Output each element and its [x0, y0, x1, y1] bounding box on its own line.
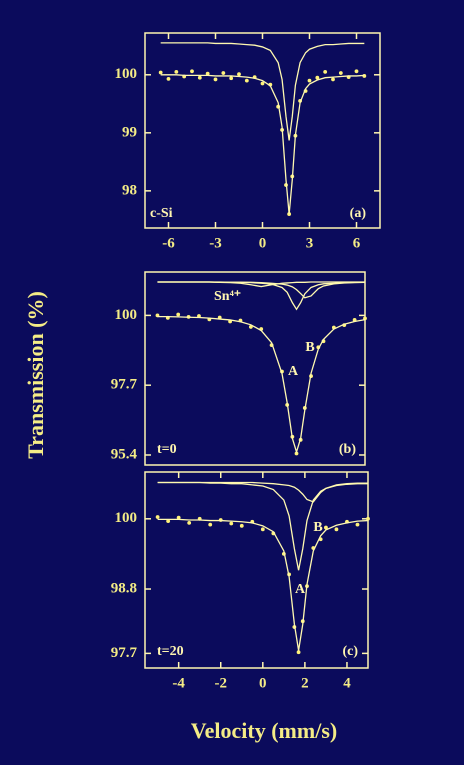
fit-line: [160, 74, 365, 215]
x-tick-label: 4: [343, 675, 351, 691]
y-tick-label: 98: [122, 182, 137, 198]
data-point: [221, 71, 226, 75]
data-point: [244, 78, 249, 83]
annotation: (a): [350, 206, 367, 221]
data-point: [323, 69, 328, 74]
x-tick-label: 0: [259, 235, 267, 251]
plot-frame: [144, 271, 366, 466]
x-axis-title: Velocity (mm/s): [191, 718, 337, 743]
annotation: B: [313, 520, 322, 535]
x-tick-label: -6: [162, 235, 175, 251]
data-point: [324, 525, 328, 530]
data-point: [237, 72, 241, 77]
data-point: [155, 515, 160, 519]
data-point: [338, 71, 343, 75]
y-tick-label: 100: [115, 66, 138, 82]
fit-line: [157, 518, 369, 651]
data-point: [355, 522, 360, 527]
data-point: [331, 77, 335, 82]
data-point: [229, 521, 234, 526]
annotation: t=0: [157, 442, 177, 457]
data-point: [229, 76, 234, 81]
annotation: (b): [339, 442, 356, 457]
x-tick-label: 0: [259, 675, 267, 691]
x-tick-label: -4: [172, 675, 185, 691]
data-point: [176, 312, 181, 317]
y-tick-label: 95.4: [111, 446, 138, 462]
annotation: A: [288, 364, 299, 379]
fit-line: [157, 315, 366, 455]
data-point: [354, 69, 359, 74]
annotation: A: [295, 582, 306, 597]
y-tick-label: 97.7: [111, 645, 138, 661]
data-point: [315, 75, 320, 80]
annotation: c-Si: [150, 206, 173, 221]
data-point: [366, 516, 370, 521]
fit-line: [157, 481, 368, 503]
x-tick-label: -2: [214, 675, 227, 691]
fit-line: [160, 42, 365, 141]
x-tick-label: 3: [306, 235, 314, 251]
x-tick-label: -3: [209, 235, 222, 251]
data-point: [176, 515, 181, 520]
data-point: [174, 69, 179, 74]
y-axis-title: Transmission (%): [23, 291, 48, 459]
y-tick-label: 100: [115, 510, 138, 526]
fit-line: [157, 281, 365, 288]
annotation: (c): [342, 644, 358, 659]
data-point: [239, 523, 244, 528]
plot-frame: [144, 471, 369, 669]
data-point: [190, 69, 194, 74]
x-tick-label: 2: [301, 675, 309, 691]
data-point: [334, 527, 339, 532]
data-point: [166, 519, 171, 524]
data-point: [260, 527, 265, 532]
annotation: t=20: [157, 644, 184, 659]
data-point: [213, 77, 218, 82]
annotation: B: [305, 340, 314, 355]
annotation: Sn⁴⁺: [214, 289, 241, 304]
y-tick-label: 98.8: [111, 580, 137, 596]
data-point: [307, 78, 312, 83]
data-point: [296, 650, 301, 655]
data-point: [208, 522, 213, 527]
data-point: [187, 521, 192, 525]
y-tick-label: 100: [115, 307, 138, 323]
data-point: [166, 76, 171, 81]
data-point: [205, 71, 210, 76]
y-tick-label: 97.7: [111, 377, 138, 393]
data-point: [260, 81, 265, 86]
x-tick-label: 6: [353, 235, 361, 251]
y-tick-label: 99: [122, 124, 137, 140]
data-point: [158, 70, 163, 75]
data-point: [197, 75, 202, 80]
